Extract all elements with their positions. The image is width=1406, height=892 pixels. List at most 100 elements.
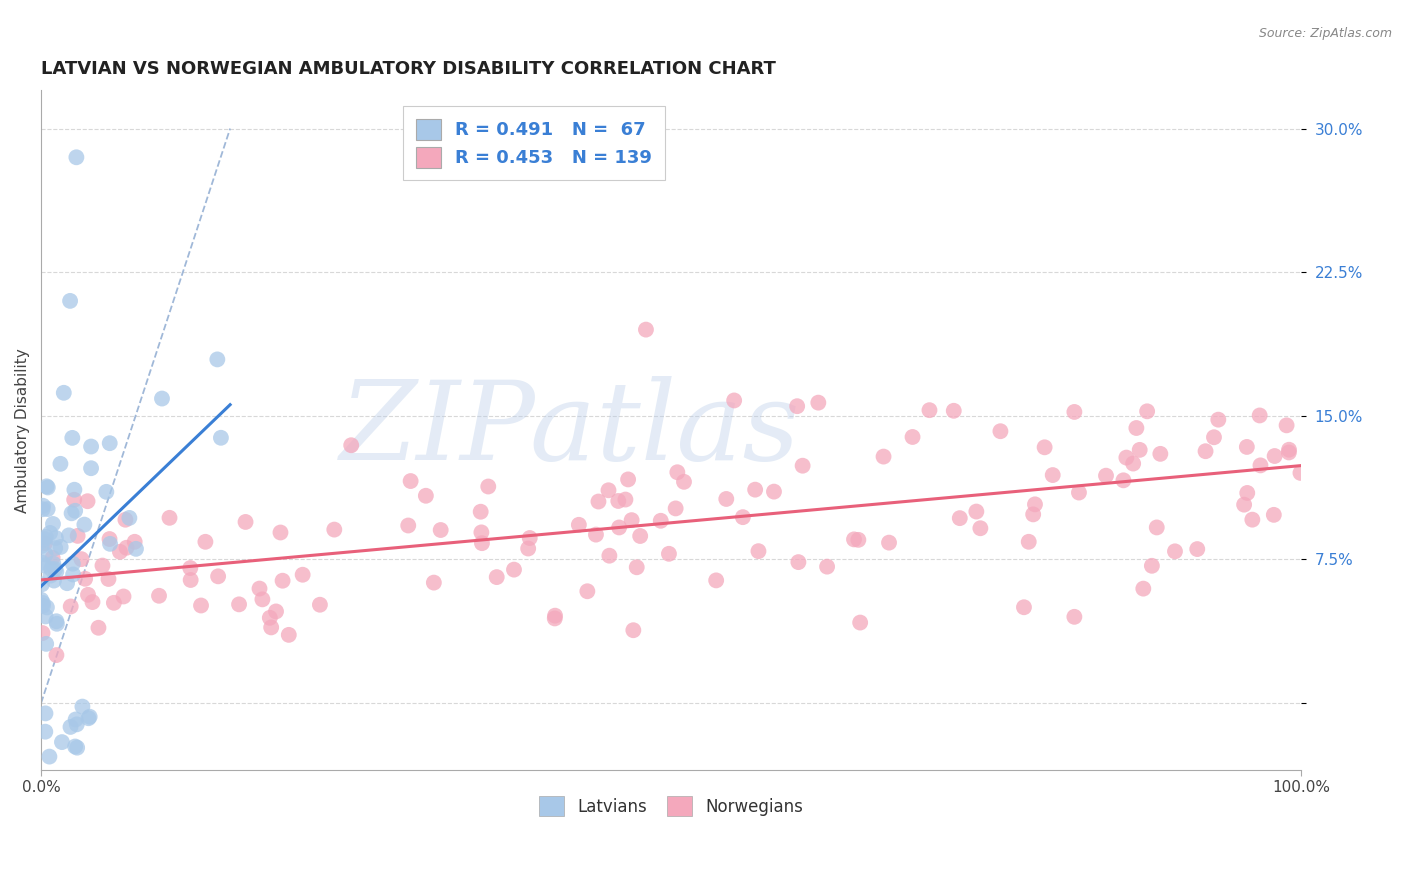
Point <box>80 440 103 454</box>
Point <box>849 615 872 630</box>
Point <box>1122 457 1144 471</box>
Point <box>124 534 146 549</box>
Point <box>786 399 808 413</box>
Point <box>607 520 630 534</box>
Point <box>59 293 82 308</box>
Point <box>519 531 541 545</box>
Point <box>34 532 56 546</box>
Point <box>990 424 1012 438</box>
Point <box>399 474 422 488</box>
Point <box>485 570 508 584</box>
Point <box>31 539 53 553</box>
Point <box>228 598 250 612</box>
Point <box>842 533 865 547</box>
Point <box>35 530 58 544</box>
Point <box>1263 508 1285 522</box>
Point <box>194 534 217 549</box>
Point <box>277 628 299 642</box>
Point <box>614 492 637 507</box>
Point <box>65 713 87 727</box>
Point <box>76 494 98 508</box>
Point <box>969 521 991 535</box>
Point <box>35 637 58 651</box>
Point <box>598 549 620 563</box>
Point <box>1236 440 1258 454</box>
Point <box>628 529 651 543</box>
Point <box>44 541 66 555</box>
Point <box>34 536 56 550</box>
Point <box>901 430 924 444</box>
Point <box>66 717 89 731</box>
Point <box>115 541 138 555</box>
Point <box>620 513 643 527</box>
Point <box>1132 582 1154 596</box>
Point <box>1164 544 1187 558</box>
Legend: Latvians, Norwegians: Latvians, Norwegians <box>533 789 810 822</box>
Point <box>32 599 55 613</box>
Point <box>30 592 52 607</box>
Point <box>634 323 657 337</box>
Point <box>1042 468 1064 483</box>
Point <box>1033 440 1056 454</box>
Point <box>79 709 101 723</box>
Point <box>34 706 56 721</box>
Point <box>180 573 202 587</box>
Point <box>415 489 437 503</box>
Point <box>159 511 181 525</box>
Point <box>114 513 136 527</box>
Point <box>672 475 695 489</box>
Point <box>848 533 870 547</box>
Point <box>31 556 53 570</box>
Point <box>60 431 83 445</box>
Point <box>49 540 72 554</box>
Point <box>1194 444 1216 458</box>
Point <box>650 514 672 528</box>
Point <box>34 724 56 739</box>
Point <box>1112 473 1135 487</box>
Point <box>35 479 58 493</box>
Text: ZIPatlas: ZIPatlas <box>340 376 800 483</box>
Point <box>73 517 96 532</box>
Point <box>340 438 363 452</box>
Point <box>60 506 83 520</box>
Point <box>1140 558 1163 573</box>
Point <box>666 465 689 479</box>
Point <box>62 557 84 571</box>
Point <box>872 450 894 464</box>
Point <box>62 567 84 582</box>
Point <box>32 596 55 610</box>
Point <box>37 502 59 516</box>
Point <box>1129 442 1152 457</box>
Point <box>42 557 65 571</box>
Point <box>112 590 135 604</box>
Point <box>249 582 271 596</box>
Point <box>45 616 67 631</box>
Point <box>72 699 94 714</box>
Point <box>576 584 599 599</box>
Point <box>44 562 66 576</box>
Text: LATVIAN VS NORWEGIAN AMBULATORY DISABILITY CORRELATION CHART: LATVIAN VS NORWEGIAN AMBULATORY DISABILI… <box>41 60 776 78</box>
Point <box>621 624 644 638</box>
Point <box>63 739 86 754</box>
Point <box>1136 404 1159 418</box>
Point <box>323 523 346 537</box>
Point <box>82 595 104 609</box>
Point <box>544 608 567 623</box>
Text: Source: ZipAtlas.com: Source: ZipAtlas.com <box>1258 27 1392 40</box>
Point <box>87 621 110 635</box>
Point <box>271 574 294 588</box>
Point <box>607 494 630 508</box>
Point <box>66 740 89 755</box>
Point <box>1233 498 1256 512</box>
Point <box>1278 445 1301 459</box>
Point <box>150 392 173 406</box>
Point <box>42 574 65 588</box>
Point <box>190 599 212 613</box>
Point <box>807 395 830 409</box>
Point <box>45 648 67 662</box>
Point <box>148 589 170 603</box>
Point <box>49 457 72 471</box>
Point <box>63 483 86 497</box>
Point <box>34 609 56 624</box>
Point <box>77 711 100 725</box>
